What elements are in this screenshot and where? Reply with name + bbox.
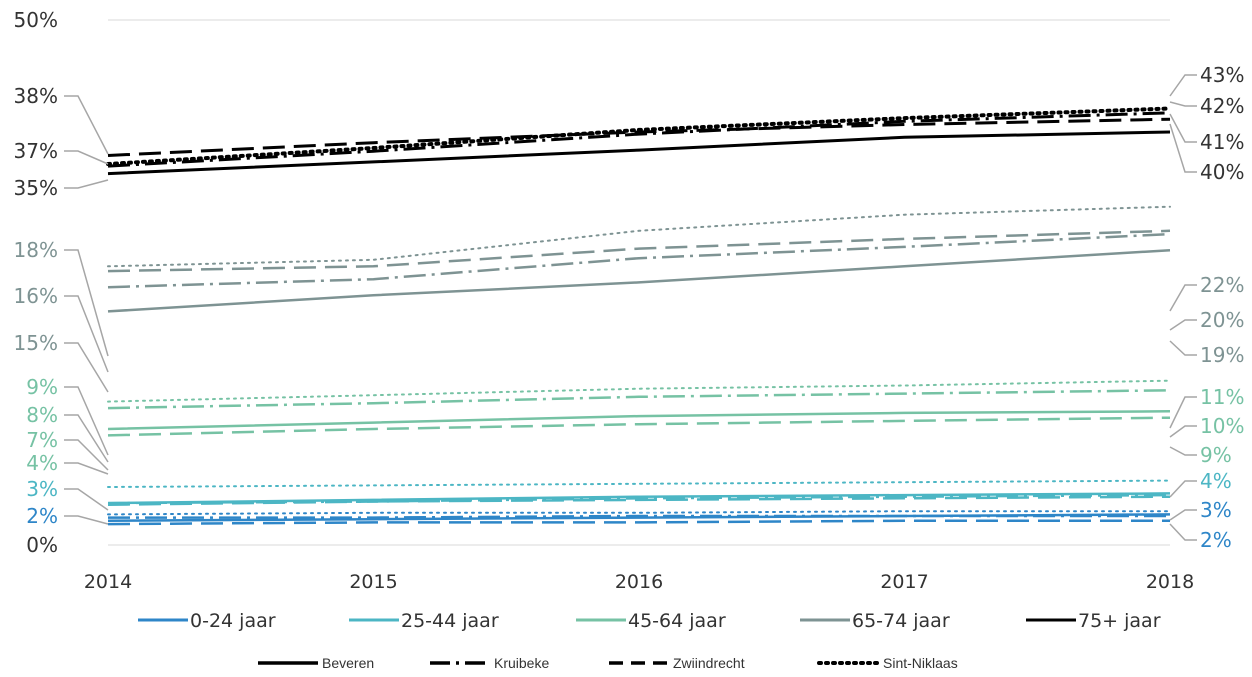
y-tick-leader	[64, 515, 109, 525]
y-tick-label: 16%	[14, 284, 58, 308]
end-label-leader	[1169, 396, 1197, 429]
series-line-25-44-jaar-zwiindrecht	[107, 495, 1171, 506]
y-tick-label: 4%	[26, 451, 58, 475]
end-value-label: 43%	[1200, 63, 1244, 87]
series-line-75-jaar-beveren	[107, 130, 1171, 176]
y-tick-label: 7%	[26, 428, 58, 452]
y-tick-leader	[64, 414, 109, 463]
series-line-0-24-jaar-beveren	[107, 513, 1171, 523]
series-line-65-74-jaar-kruibeke	[107, 232, 1171, 289]
end-label-leader	[1169, 123, 1197, 173]
end-value-label: 9%	[1200, 443, 1232, 467]
y-tick-label: 0%	[26, 533, 58, 557]
y-tick-label: 3%	[26, 477, 58, 501]
y-tick-leader	[64, 386, 109, 456]
end-label-leader	[1169, 523, 1197, 541]
end-value-label: 22%	[1200, 273, 1244, 297]
y-tick-label: 15%	[14, 331, 58, 355]
series-line-45-64-jaar-sint-niklaas	[107, 379, 1171, 403]
legend-age-label: 75+ jaar	[1078, 610, 1161, 632]
left-axis-labels: 50% 38% 37% 35% 18% 16% 15% 9% 8%7%4%3% 2% 0%	[14, 8, 109, 557]
x-axis: 2014 2015 2016 2017 2018	[84, 571, 1194, 593]
x-tick-label: 2014	[84, 571, 132, 593]
end-value-label: 20%	[1200, 308, 1244, 332]
end-value-label: 19%	[1200, 343, 1244, 367]
series-line-45-64-jaar-kruibeke	[107, 389, 1171, 410]
end-label-leader	[1169, 446, 1197, 456]
legend-age-groups: 0-24 jaar 25-44 jaar 45-64 jaar 65-74 jaar 7…	[138, 610, 1161, 632]
y-tick-label: 2%	[26, 504, 58, 528]
series-line-65-74-jaar-beveren	[107, 248, 1171, 313]
end-label-leader	[1169, 319, 1197, 331]
series-line-25-44-jaar-sint-niklaas	[107, 479, 1171, 488]
end-value-label: 41%	[1200, 130, 1244, 154]
y-tick-label: 9%	[26, 375, 58, 399]
series-line-65-74-jaar-sint-niklaas	[107, 205, 1171, 268]
series-line-45-64-jaar-zwiindrecht	[107, 416, 1171, 437]
legend-age-label: 45-64 jaar	[628, 610, 726, 632]
legend-municipality-label: Zwiindrecht	[673, 655, 745, 671]
end-value-label: 10%	[1200, 414, 1244, 438]
y-tick-leader	[64, 439, 109, 471]
series-line-25-44-jaar-kruibeke	[107, 493, 1171, 505]
y-tick-label: 35%	[14, 176, 58, 200]
series-line-65-74-jaar-zwiindrecht	[107, 229, 1171, 273]
series-line-45-64-jaar-beveren	[107, 410, 1171, 431]
y-tick-label: 38%	[14, 84, 58, 108]
end-label-leader	[1169, 101, 1197, 107]
end-value-label: 11%	[1200, 385, 1244, 409]
series-line-75-jaar-kruibeke	[107, 111, 1171, 168]
legend-municipality-label: Kruibeke	[494, 655, 549, 671]
y-tick-leader	[64, 488, 109, 511]
end-value-label: 3%	[1200, 498, 1232, 522]
end-label-leader	[1169, 340, 1197, 356]
end-label-leader	[1169, 113, 1197, 143]
gridlines	[108, 19, 1170, 546]
y-tick-leader	[64, 95, 109, 155]
end-value-label: 42%	[1200, 94, 1244, 118]
end-label-leader	[1169, 74, 1197, 97]
end-value-label: 4%	[1200, 469, 1232, 493]
end-label-leader	[1169, 284, 1197, 312]
right-end-labels: 43% 42% 41% 40% 22% 20% 19% 11% 10% 9%4% 3% 2%	[1169, 63, 1244, 552]
legend-age-label: 65-74 jaar	[852, 610, 950, 632]
series-line-75-jaar-sint-niklaas	[106, 106, 1172, 166]
end-label-leader	[1169, 425, 1197, 438]
y-tick-leader	[64, 249, 109, 357]
y-tick-leader	[64, 150, 109, 165]
legend-municipalities: Beveren Kruibeke Zwiindrecht Sint-Niklaas	[258, 655, 958, 671]
y-tick-label: 50%	[14, 8, 58, 32]
legend-municipality-label: Sint-Niklaas	[883, 655, 958, 671]
y-tick-leader	[64, 342, 109, 393]
end-label-leader	[1169, 509, 1197, 521]
x-tick-label: 2018	[1146, 571, 1194, 593]
y-tick-leader	[64, 462, 109, 475]
x-tick-label: 2016	[615, 571, 663, 593]
y-tick-label: 18%	[14, 238, 58, 262]
y-tick-label: 8%	[26, 403, 58, 427]
x-tick-label: 2015	[349, 571, 397, 593]
series-line-0-24-jaar-sint-niklaas	[107, 510, 1171, 516]
legend-municipality-label: Beveren	[322, 655, 374, 671]
end-label-leader	[1169, 480, 1197, 498]
x-tick-label: 2017	[880, 571, 928, 593]
series-lines	[106, 106, 1172, 526]
series-line-0-24-jaar-zwiindrecht	[107, 519, 1170, 526]
legend-age-label: 0-24 jaar	[190, 610, 276, 632]
end-value-label: 40%	[1200, 160, 1244, 184]
legend-age-label: 25-44 jaar	[401, 610, 499, 632]
y-tick-label: 37%	[14, 139, 58, 163]
end-value-label: 2%	[1200, 528, 1232, 552]
y-tick-leader	[64, 295, 109, 373]
y-tick-leader	[64, 179, 109, 189]
